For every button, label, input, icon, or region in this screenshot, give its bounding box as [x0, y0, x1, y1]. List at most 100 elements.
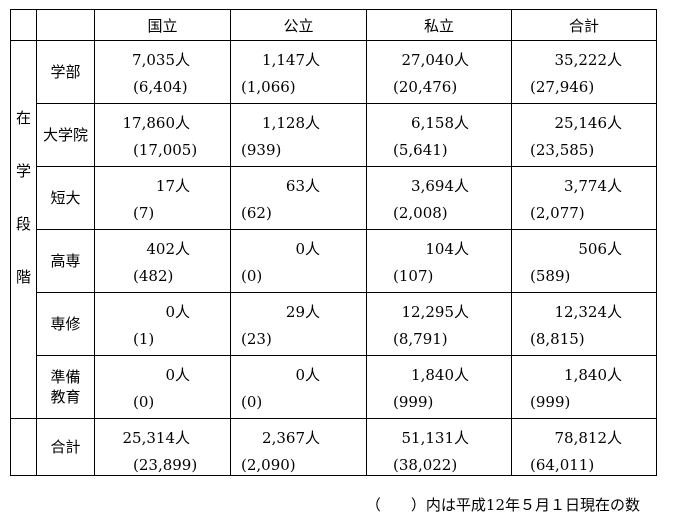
- prior-count-value: (23,585): [530, 141, 595, 159]
- footnote: （ ）内は平成12年５月１日現在の数: [365, 496, 640, 514]
- count-value: 1,840人: [411, 366, 469, 384]
- table-row: 準備 教育 0人 (0) 0人 (0) 1,840人 (999) 1,840人 (999…: [11, 355, 657, 419]
- value-cell: 35,222人 (27,946): [511, 40, 657, 104]
- value-cell: 17,860人 (17,005): [94, 103, 231, 167]
- count-value: 27,040人: [401, 51, 470, 69]
- side-label-char: 段: [15, 215, 31, 233]
- value-cell: 78,812人 (64,011): [511, 418, 657, 476]
- value-cell: 506人 (589): [511, 229, 657, 293]
- prior-count-value: (999): [530, 393, 571, 411]
- count-value: 29人: [285, 303, 320, 321]
- corner-cell: [36, 9, 95, 41]
- count-value: 506人: [578, 240, 622, 258]
- table-row: 在 学 段 階 学部 7,035人 (6,404) 1,147人 (1,066) 2…: [10, 40, 657, 419]
- count-value: 25,314人: [122, 429, 191, 447]
- prior-count-value: (589): [530, 267, 571, 285]
- value-cell: 63人 (62): [230, 166, 367, 230]
- prior-count-value: (64,011): [530, 456, 595, 474]
- count-value: 1,840人: [564, 366, 622, 384]
- side-label-char: 在: [15, 109, 31, 127]
- value-cell: 3,694人 (2,008): [366, 166, 512, 230]
- count-value: 78,812人: [554, 429, 623, 447]
- row-label: 準備 教育: [36, 355, 95, 419]
- count-value: 3,694人: [411, 177, 469, 195]
- count-value: 35,222人: [554, 51, 623, 69]
- count-value: 12,324人: [554, 303, 623, 321]
- count-value: 6,158人: [411, 114, 469, 132]
- count-value: 2,367人: [262, 429, 320, 447]
- prior-count-value: (2,008): [393, 204, 448, 222]
- row-label: 短大: [36, 166, 95, 230]
- table-row: 高専 402人 (482) 0人 (0) 104人 (107) 506人 (589): [11, 229, 657, 293]
- column-header: 合計: [511, 9, 657, 41]
- count-value: 0人: [165, 366, 190, 384]
- row-label: 学部: [36, 40, 95, 104]
- prior-count-value: (17,005): [133, 141, 198, 159]
- value-cell: 12,295人 (8,791): [366, 292, 512, 356]
- value-cell: 0人 (1): [94, 292, 231, 356]
- prior-count-value: (2,090): [241, 456, 296, 474]
- header-row: 国立 公立 私立 合計: [10, 9, 657, 41]
- value-cell: 6,158人 (5,641): [366, 103, 512, 167]
- prior-count-value: (939): [241, 141, 282, 159]
- count-value: 63人: [285, 177, 320, 195]
- row-label: 大学院: [36, 103, 95, 167]
- value-cell: 7,035人 (6,404): [94, 40, 231, 104]
- count-value: 0人: [165, 303, 190, 321]
- count-value: 104人: [425, 240, 469, 258]
- count-value: 7,035人: [132, 51, 190, 69]
- count-value: 1,128人: [262, 114, 320, 132]
- count-value: 402人: [146, 240, 190, 258]
- count-value: 0人: [295, 240, 320, 258]
- prior-count-value: (482): [133, 267, 174, 285]
- count-value: 51,131人: [401, 429, 470, 447]
- count-value: 17人: [155, 177, 190, 195]
- value-cell: 2,367人 (2,090): [230, 418, 367, 476]
- prior-count-value: (2,077): [530, 204, 585, 222]
- value-cell: 1,840人 (999): [366, 355, 512, 419]
- side-label-char: 階: [15, 268, 31, 286]
- value-cell: 0人 (0): [230, 229, 367, 293]
- row-label: 高専: [36, 229, 95, 293]
- count-value: 25,146人: [554, 114, 623, 132]
- prior-count-value: (0): [133, 393, 155, 411]
- value-cell: 25,314人 (23,899): [94, 418, 231, 476]
- row-label: 専修: [36, 292, 95, 356]
- prior-count-value: (23): [241, 330, 272, 348]
- prior-count-value: (38,022): [393, 456, 458, 474]
- prior-count-value: (8,791): [393, 330, 448, 348]
- value-cell: 27,040人 (20,476): [366, 40, 512, 104]
- column-header: 国立: [94, 9, 231, 41]
- value-cell: 1,840人 (999): [511, 355, 657, 419]
- prior-count-value: (8,815): [530, 330, 585, 348]
- prior-count-value: (0): [241, 393, 263, 411]
- value-cell: 29人 (23): [230, 292, 367, 356]
- count-value: 3,774人: [564, 177, 622, 195]
- corner-cell: [10, 9, 37, 41]
- table-row: 大学院 17,860人 (17,005) 1,128人 (939) 6,158人 (5…: [11, 103, 657, 167]
- prior-count-value: (107): [393, 267, 434, 285]
- side-label-char: 学: [15, 162, 31, 180]
- count-value: 0人: [295, 366, 320, 384]
- value-cell: 17人 (7): [94, 166, 231, 230]
- count-value: 17,860人: [122, 114, 191, 132]
- column-header: 公立: [230, 9, 367, 41]
- value-cell: 104人 (107): [366, 229, 512, 293]
- value-cell: 1,128人 (939): [230, 103, 367, 167]
- prior-count-value: (5,641): [393, 141, 448, 159]
- prior-count-value: (6,404): [133, 78, 188, 96]
- value-cell: 12,324人 (8,815): [511, 292, 657, 356]
- row-label: 合計: [36, 418, 95, 476]
- value-cell: 402人 (482): [94, 229, 231, 293]
- prior-count-value: (62): [241, 204, 272, 222]
- count-value: 1,147人: [262, 51, 320, 69]
- prior-count-value: (1): [133, 330, 155, 348]
- value-cell: 51,131人 (38,022): [366, 418, 512, 476]
- column-header: 私立: [366, 9, 512, 41]
- value-cell: 3,774人 (2,077): [511, 166, 657, 230]
- value-cell: 1,147人 (1,066): [230, 40, 367, 104]
- side-label: 在 学 段 階: [10, 40, 37, 419]
- prior-count-value: (1,066): [241, 78, 296, 96]
- value-cell: 0人 (0): [230, 355, 367, 419]
- prior-count-value: (27,946): [530, 78, 595, 96]
